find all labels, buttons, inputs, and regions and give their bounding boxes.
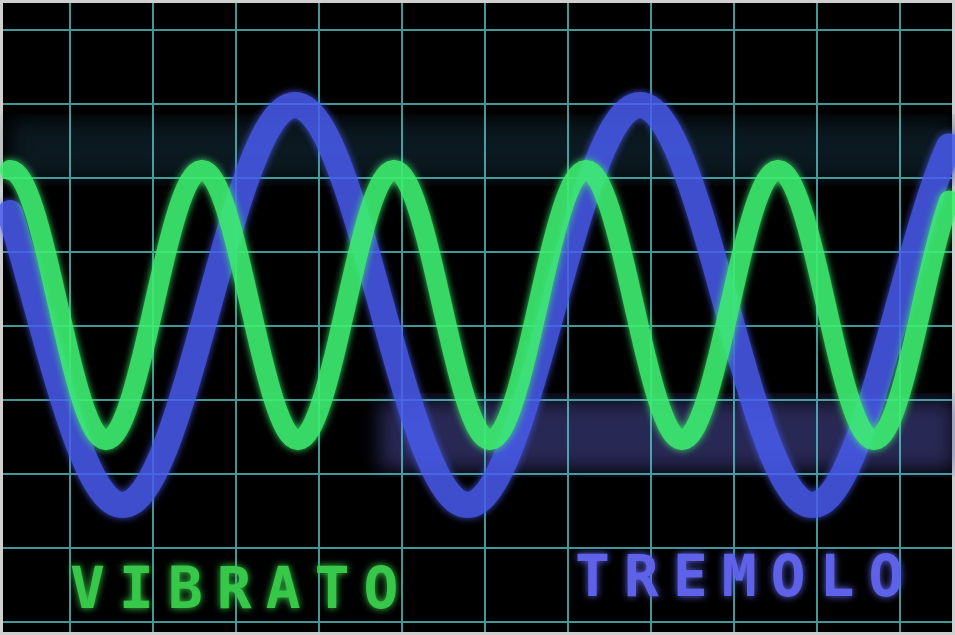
glow-band <box>10 120 955 180</box>
tremolo-label: TREMOLO <box>575 542 917 610</box>
tremolo-wave <box>0 91 955 518</box>
vibrato-label: VIBRATO <box>70 554 412 622</box>
vibrato-wave <box>0 159 955 451</box>
